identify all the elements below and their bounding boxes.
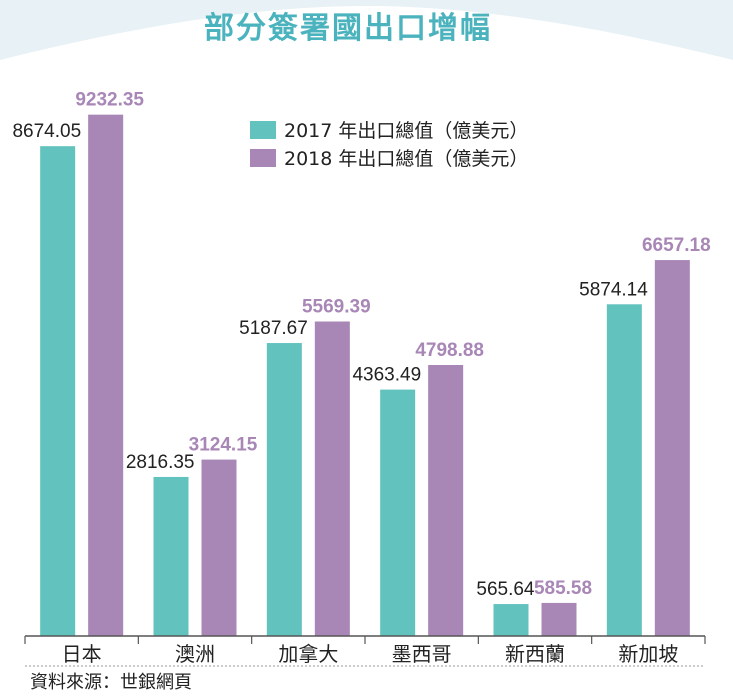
header-strip: [0, 0, 733, 6]
bar-2018: [428, 365, 464, 636]
x-axis-ticks: [24, 636, 706, 644]
x-axis-tick-labels: 日本 澳洲 加拿大 墨西哥 新西蘭 新加坡: [62, 642, 679, 666]
bar-2017: [153, 476, 189, 636]
data-label-2018: 6657.18: [642, 235, 711, 256]
x-tick-label: 澳洲: [175, 642, 215, 666]
legend-label-2017: 2017 年出口總值（億美元）: [284, 120, 528, 142]
data-label-2017: 4363.49: [352, 365, 421, 386]
data-label-2017: 5187.67: [239, 318, 308, 339]
data-label-2018: 4798.88: [415, 340, 484, 361]
bars-group: [40, 114, 690, 636]
bar-2017: [266, 343, 302, 636]
data-label-2018: 5569.39: [302, 296, 371, 317]
bar-2018: [88, 114, 124, 636]
x-tick-label: 新西蘭: [505, 642, 565, 666]
data-label-2018: 3124.15: [189, 435, 258, 456]
bar-2018: [314, 321, 350, 636]
legend-label-2018: 2018 年出口總值（億美元）: [284, 148, 528, 170]
data-label-2017: 565.64: [476, 579, 535, 600]
bar-2018: [201, 459, 237, 636]
x-tick-label: 日本: [62, 642, 102, 666]
data-label-2018: 585.58: [534, 578, 592, 599]
x-tick-label: 加拿大: [278, 642, 338, 666]
legend-box: [234, 108, 556, 181]
data-label-2017: 8674.05: [12, 121, 81, 142]
source-note: 資料來源：世銀網頁: [30, 672, 192, 693]
legend: 2017 年出口總值（億美元） 2018 年出口總值（億美元）: [234, 108, 556, 181]
bar-2017: [40, 146, 76, 636]
data-label-2017: 2816.35: [126, 452, 195, 473]
chart-title: 部分簽署國出口增幅: [204, 11, 492, 46]
data-label-2018: 9232.35: [75, 90, 144, 111]
legend-swatch-2017: [250, 121, 276, 139]
x-tick-label: 墨西哥: [392, 642, 452, 666]
x-tick-label: 新加坡: [618, 642, 678, 666]
bar-2017: [380, 389, 416, 636]
legend-swatch-2018: [250, 149, 276, 167]
bar-2017: [493, 604, 529, 636]
bar-2018: [654, 260, 690, 636]
bar-2018: [541, 602, 577, 636]
bar-2017: [606, 304, 642, 636]
header-background: [0, 0, 733, 60]
data-label-2017: 5874.14: [579, 279, 648, 300]
